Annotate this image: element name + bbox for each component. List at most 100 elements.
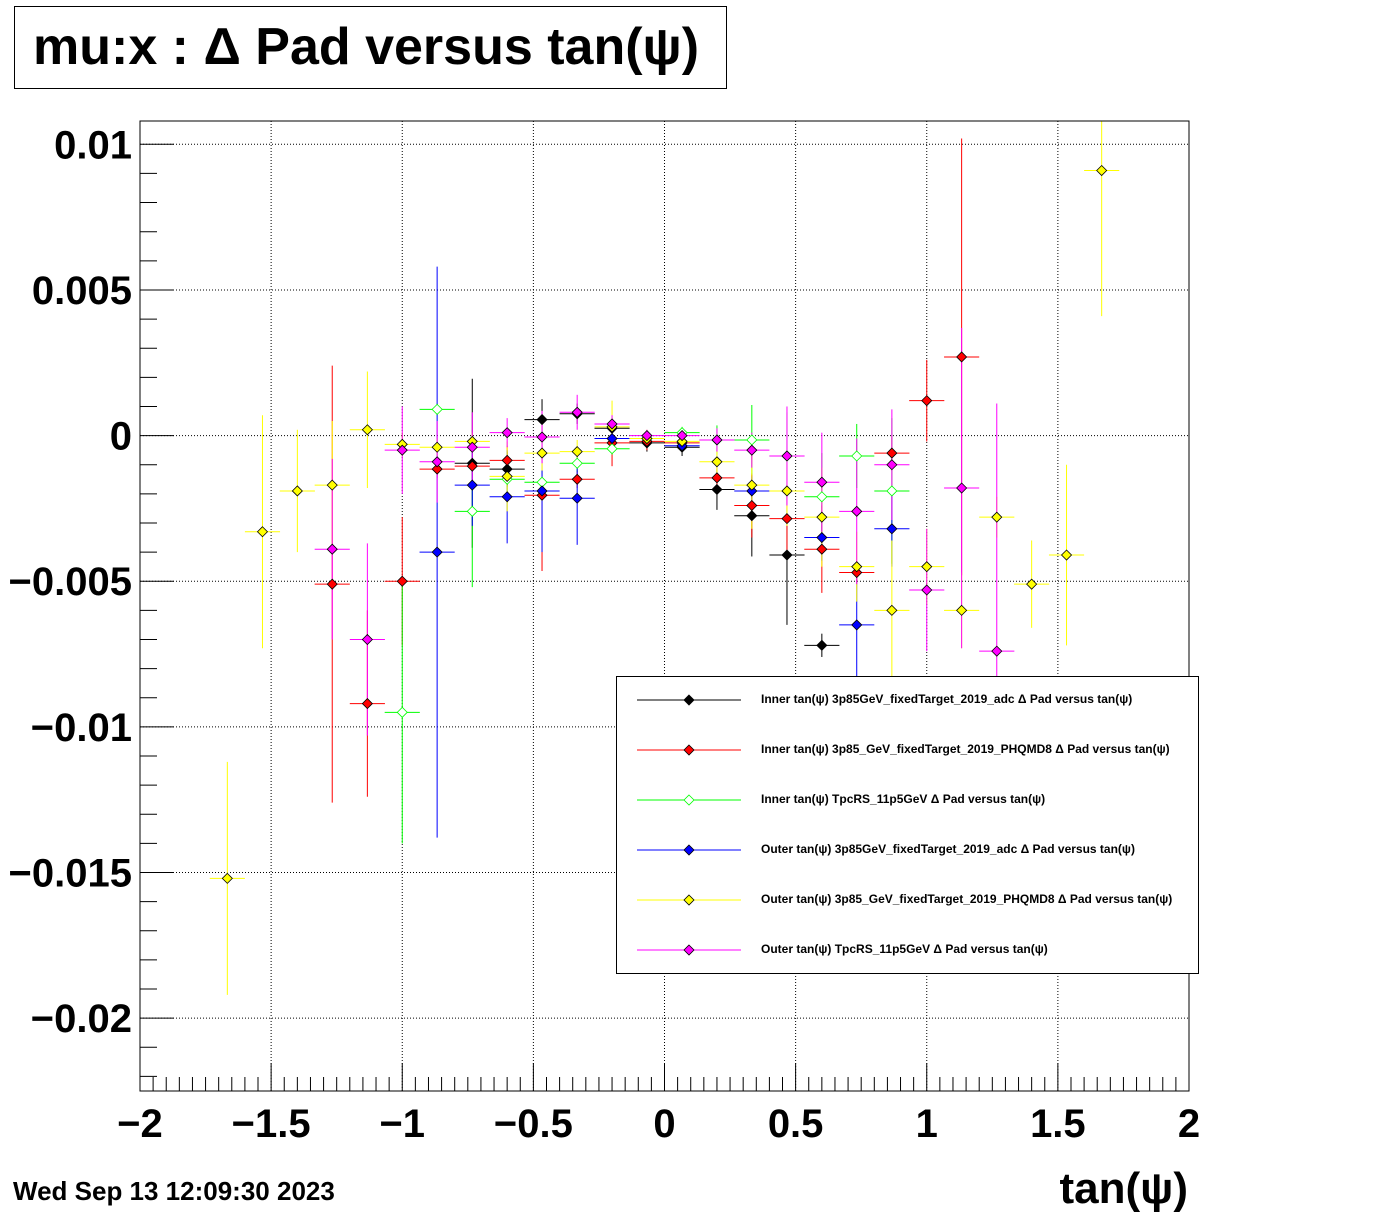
data-point	[606, 443, 618, 455]
data-point	[711, 472, 723, 484]
data-point	[781, 549, 793, 561]
data-point	[536, 431, 548, 443]
data-point	[501, 491, 513, 503]
data-markers	[221, 164, 1108, 884]
legend-label: Inner tan(ψ) TpcRS_11p5GeV Δ Pad versus …	[761, 792, 1046, 806]
data-point	[816, 531, 828, 544]
data-point	[886, 485, 898, 497]
data-point	[466, 505, 478, 517]
axes: −2 −1.5 −1 −0.5 0 0.5 1 1.5 2 0.01 0.005 0 −0.005 −0.…	[9, 123, 1201, 1146]
data-point	[466, 479, 478, 491]
legend-label: Outer tan(ψ) 3p85GeV_fixedTarget_2019_ad…	[761, 842, 1135, 856]
data-point	[746, 510, 758, 522]
data-point	[606, 418, 618, 430]
data-point	[851, 566, 863, 579]
legend-entry: Inner tan(ψ) 3p85_GeV_fixedTarget_2019_P…	[617, 730, 1198, 770]
data-point	[431, 456, 443, 468]
legend-entry: Inner tan(ψ) TpcRS_11p5GeV Δ Pad versus …	[617, 780, 1198, 820]
y-tick-label: 0	[110, 415, 132, 459]
data-point	[781, 513, 793, 525]
y-tick-label: −0.02	[31, 997, 132, 1041]
data-point	[851, 619, 863, 631]
data-point	[466, 441, 478, 453]
data-point	[746, 499, 758, 512]
x-axis-title: tan(ψ)	[1060, 1164, 1188, 1213]
legend-label: Inner tan(ψ) 3p85_GeV_fixedTarget_2019_P…	[761, 742, 1170, 756]
data-point	[816, 639, 828, 651]
data-point	[921, 584, 933, 596]
timestamp: Wed Sep 13 12:09:30 2023	[13, 1176, 335, 1206]
data-point	[886, 459, 898, 471]
data-point	[1026, 578, 1038, 590]
data-point	[816, 511, 828, 523]
data-point	[921, 395, 933, 407]
data-point	[361, 698, 373, 710]
data-point	[746, 434, 758, 446]
x-tick-label: 1	[916, 1102, 938, 1146]
x-tick-label: 2	[1178, 1102, 1200, 1146]
data-point	[851, 505, 863, 517]
data-point	[501, 470, 513, 482]
data-point	[396, 444, 408, 456]
y-tick-label: −0.015	[9, 852, 132, 896]
data-point	[816, 476, 828, 488]
data-point	[536, 447, 548, 459]
data-point	[991, 645, 1003, 657]
grid-lines	[140, 121, 1189, 1091]
x-tick-label: −2	[117, 1102, 163, 1146]
x-tick-label: 0.5	[768, 1102, 824, 1146]
data-point	[431, 463, 443, 475]
data-point	[851, 450, 863, 462]
data-point	[886, 447, 898, 459]
data-point	[326, 543, 338, 555]
data-point	[781, 450, 793, 462]
data-point	[1060, 549, 1073, 561]
data-point	[571, 406, 583, 418]
data-point	[641, 430, 653, 442]
data-point	[466, 460, 478, 472]
data-point	[956, 604, 968, 616]
data-point	[361, 424, 373, 436]
data-point	[536, 414, 548, 426]
legend-label: Outer tan(ψ) TpcRS_11p5GeV Δ Pad versus …	[761, 942, 1048, 956]
x-tick-label: 1.5	[1030, 1102, 1086, 1146]
data-point	[991, 511, 1003, 523]
legend-entry: Outer tan(ψ) 3p85_GeV_fixedTarget_2019_P…	[617, 880, 1198, 920]
legend-swatch	[637, 894, 741, 906]
data-point	[536, 485, 548, 497]
data-point	[396, 706, 408, 718]
legend-entry: Inner tan(ψ) 3p85GeV_fixedTarget_2019_ad…	[617, 680, 1198, 720]
legend-entry: Outer tan(ψ) TpcRS_11p5GeV Δ Pad versus …	[617, 930, 1198, 970]
y-tick-label: 0.005	[32, 269, 132, 313]
data-point	[956, 351, 968, 363]
legend-entry: Outer tan(ψ) 3p85GeV_fixedTarget_2019_ad…	[617, 830, 1198, 870]
data-point	[886, 523, 898, 535]
data-point	[711, 483, 723, 496]
data-point	[431, 403, 443, 415]
x-tick-label: 0	[653, 1102, 675, 1146]
legend-swatch	[637, 744, 741, 756]
legend-label: Inner tan(ψ) 3p85GeV_fixedTarget_2019_ad…	[761, 692, 1133, 706]
data-point	[326, 578, 338, 590]
data-point	[221, 872, 233, 884]
legend-swatch	[637, 794, 741, 806]
data-point	[396, 575, 408, 587]
x-tick-label: −1	[379, 1102, 425, 1146]
chart-title-box: mu:x : Δ Pad versus tan(ψ)	[14, 6, 727, 89]
data-point	[816, 491, 828, 503]
legend-swatch	[637, 944, 741, 956]
data-point	[571, 457, 583, 469]
data-point	[886, 604, 898, 616]
legend-label: Outer tan(ψ) 3p85_GeV_fixedTarget_2019_P…	[761, 892, 1173, 906]
data-point	[571, 492, 583, 504]
data-point	[676, 430, 688, 442]
data-point	[816, 543, 828, 555]
data-point	[501, 454, 513, 466]
y-tick-label: 0.01	[54, 123, 132, 167]
data-point	[956, 482, 968, 494]
chart-title: mu:x : Δ Pad versus tan(ψ)	[33, 18, 700, 76]
data-point	[431, 546, 443, 558]
x-tick-label: −0.5	[494, 1102, 573, 1146]
data-point	[501, 427, 513, 439]
